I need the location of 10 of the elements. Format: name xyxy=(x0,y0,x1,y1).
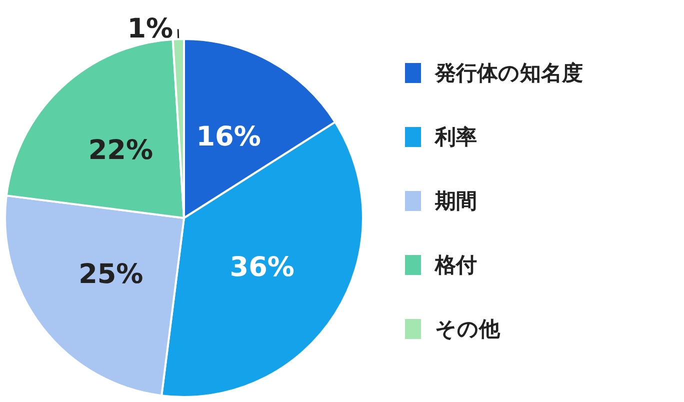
data-label: 16% xyxy=(196,121,261,152)
legend-label: 利率 xyxy=(434,125,477,149)
data-label: 36% xyxy=(230,252,294,284)
legend-label: 発行体の知名度 xyxy=(434,61,583,85)
data-label: 25% xyxy=(78,259,144,290)
data-label: 1% xyxy=(127,14,174,45)
legend-label: その他 xyxy=(435,317,501,341)
data-label: 22% xyxy=(88,135,153,166)
legend-label: 期間 xyxy=(434,189,477,213)
legend-label: 格付 xyxy=(434,253,477,277)
